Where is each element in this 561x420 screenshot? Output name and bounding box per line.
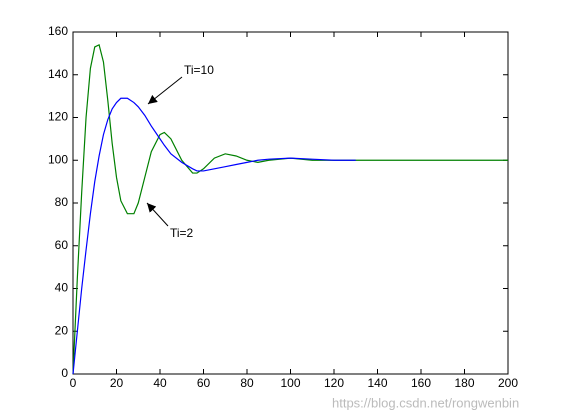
x-tick-label: 0 [70,376,77,390]
y-tick-label: 80 [55,195,69,209]
x-tick-label: 180 [454,376,474,390]
x-tick-label: 60 [197,376,211,390]
y-tick-label: 0 [61,366,68,380]
y-tick-label: 160 [48,24,68,38]
annotation-arrow [146,202,169,227]
series-line [72,43,508,375]
y-tick-label: 40 [55,281,69,295]
watermark: https://blog.csdn.net/rongwenbin [332,395,519,410]
y-tick-label: 140 [48,67,68,81]
x-tick-label: 120 [324,376,344,390]
annotation: Ti=10 [184,63,214,77]
series-line [72,97,356,375]
x-tick-label: 160 [411,376,431,390]
x-tick-label: 80 [240,376,254,390]
x-tick-label: 20 [110,376,124,390]
y-tick-label: 100 [48,152,68,166]
y-tick-label: 120 [48,110,68,124]
annotation-arrow [147,76,183,105]
y-tick-label: 20 [55,323,69,337]
annotation: Ti=2 [170,226,194,240]
x-tick-label: 40 [153,376,167,390]
x-tick-label: 140 [367,376,387,390]
x-tick-label: 100 [280,376,300,390]
y-tick-label: 60 [55,238,69,252]
x-tick-label: 200 [498,376,518,390]
